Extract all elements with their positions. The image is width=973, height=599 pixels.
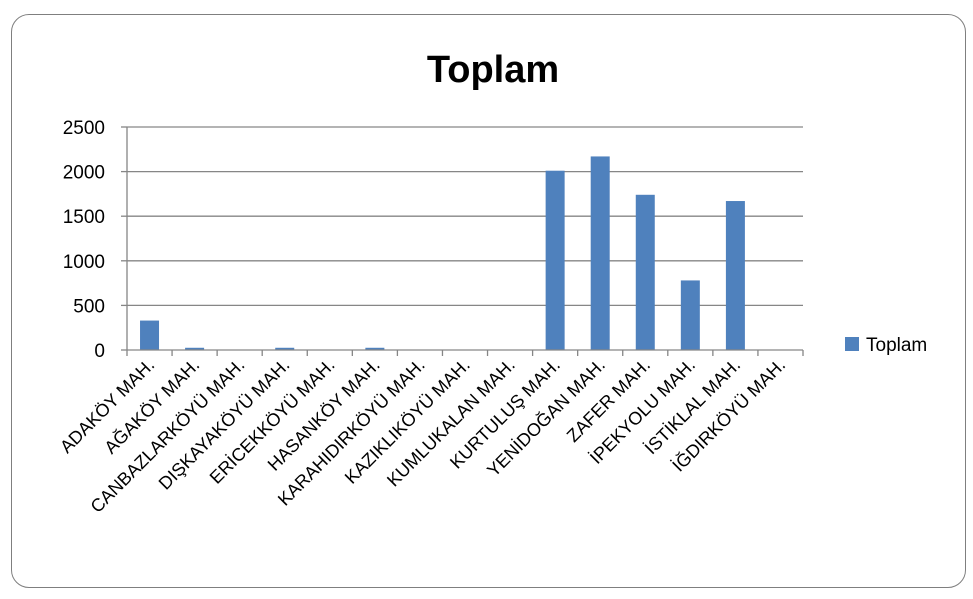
bar (725, 201, 745, 350)
chart-frame[interactable] (11, 14, 966, 588)
gridlines (121, 126, 803, 351)
bar (275, 347, 295, 350)
bar (590, 156, 610, 350)
bar (140, 320, 160, 350)
legend-label: Toplam (866, 335, 927, 356)
bar (545, 170, 565, 350)
y-axis-tick-labels: 0 500 1000 1500 2000 2500 (63, 118, 105, 362)
y-tick-label: 2000 (63, 163, 105, 184)
bar (635, 194, 655, 350)
bars (140, 156, 745, 350)
y-tick-label: 0 (94, 341, 105, 362)
chart-title: Toplam (427, 49, 559, 91)
y-tick-label: 2500 (63, 118, 105, 139)
y-tick-label: 1500 (63, 207, 105, 228)
bar (365, 347, 385, 350)
legend-swatch (845, 337, 859, 351)
y-tick-label: 1000 (63, 252, 105, 273)
bar (185, 347, 205, 350)
y-tick-label: 500 (73, 296, 105, 317)
legend: Toplam (845, 335, 927, 356)
x-axis-tick-labels: ADAKÖY MAH.AĞAKÖY MAH.CANBAZLARKÖYÜ MAH.… (56, 354, 789, 517)
bar (680, 280, 700, 350)
axes (126, 127, 804, 356)
